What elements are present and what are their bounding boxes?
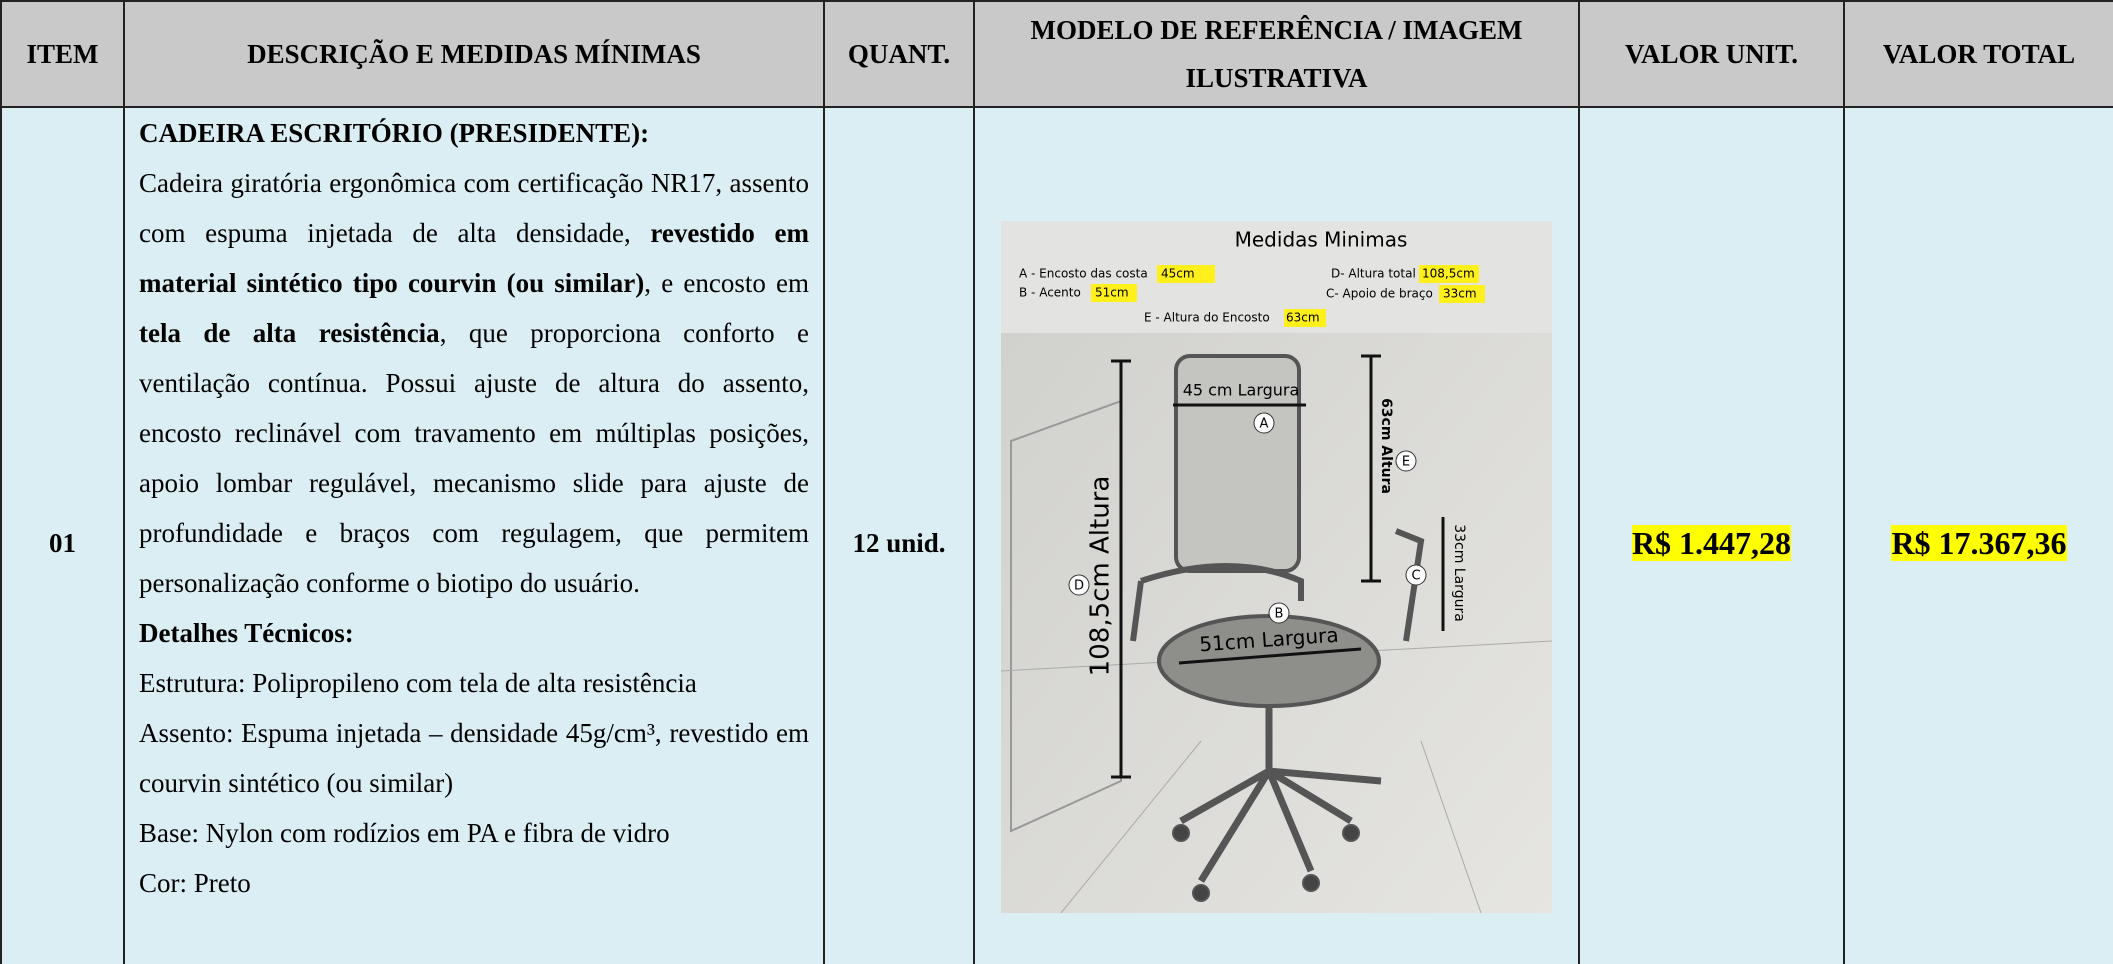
image-cell: Medidas Minimas A - Encosto das costa 45… [973, 106, 1580, 964]
marker: A [1260, 417, 1269, 432]
paragraph-segment: , que proporciona conforto e ventilação … [139, 318, 809, 598]
legend-label: A - Encosto das costa [1019, 267, 1148, 281]
paragraph-segment: tela de alta resistência [139, 318, 440, 348]
header-row: ITEM DESCRIÇÃO E MEDIDAS MÍNIMAS QUANT. … [0, 0, 2113, 108]
legend-value: 108,5cm [1422, 267, 1475, 281]
annotation: 108,5cm Altura [1086, 476, 1116, 677]
item-row: 01 CADEIRA ESCRITÓRIO (PRESIDENTE): Cade… [0, 106, 2113, 964]
legend-highlights [1091, 265, 1485, 327]
legend-label: C- Apoio de braço [1326, 287, 1433, 301]
unit-value-cell: R$ 1.447,28 [1578, 106, 1845, 964]
legend-value: 33cm [1443, 287, 1477, 301]
legend-label: E - Altura do Encosto [1144, 311, 1270, 325]
paragraph-segment: revestido em material sintético tipo cou… [139, 218, 809, 298]
description-cell: CADEIRA ESCRITÓRIO (PRESIDENTE): Cadeira… [123, 106, 825, 964]
annotation: 33cm Largura [1451, 524, 1467, 622]
detail-line: Assento: Espuma injetada – densidade 45g… [139, 718, 809, 798]
marker: E [1402, 455, 1410, 470]
detail-line: Cor: Preto [139, 868, 251, 898]
header-cell: ITEM [0, 0, 125, 108]
detail-line: Estrutura: Polipropileno com tela de alt… [139, 668, 697, 698]
annotation: 45 cm Largura [1183, 381, 1300, 400]
legend-value: 63cm [1286, 311, 1320, 325]
header-cell: VALOR UNIT. [1578, 0, 1845, 108]
description-title: CADEIRA ESCRITÓRIO (PRESIDENTE): [139, 118, 650, 148]
quantity-cell: 12 unid. [823, 106, 975, 964]
details-title: Detalhes Técnicos: [139, 618, 354, 648]
unit-value: R$ 1.447,28 [1631, 524, 1792, 561]
header-cell: DESCRIÇÃO E MEDIDAS MÍNIMAS [123, 0, 825, 108]
legend-value: 45cm [1161, 267, 1195, 281]
legend-label: D- Altura total [1331, 267, 1416, 281]
annotation: 63cm Altura [1378, 398, 1394, 494]
total-value: R$ 17.367,36 [1891, 524, 2067, 561]
details-list: Estrutura: Polipropileno com tela de alt… [139, 658, 809, 908]
detail-line: Base: Nylon com rodízios em PA e fibra d… [139, 818, 670, 848]
legend-value: 51cm [1095, 286, 1129, 300]
reference-image: Medidas Minimas A - Encosto das costa 45… [1001, 221, 1552, 913]
image-title: Medidas Minimas [1235, 228, 1408, 252]
total-value-cell: R$ 17.367,36 [1843, 106, 2113, 964]
marker: D [1074, 579, 1084, 594]
item-cell: 01 [0, 106, 125, 964]
paragraph-segment: , e encosto em [644, 268, 809, 298]
description-paragraph: Cadeira giratória ergonômica com certifi… [139, 158, 809, 608]
header-cell: QUANT. [823, 0, 975, 108]
marker-circles [1068, 412, 1427, 624]
dimension-lines [1111, 354, 1445, 779]
paragraph-segment: Cadeira giratória ergonômica com certifi… [139, 168, 809, 248]
legend-label: B - Acento [1019, 286, 1081, 300]
header-cell: MODELO DE REFERÊNCIA / IMAGEM ILUSTRATIV… [973, 0, 1580, 108]
header-cell: VALOR TOTAL [1843, 0, 2113, 108]
marker: C [1411, 569, 1420, 584]
marker: B [1275, 607, 1284, 622]
